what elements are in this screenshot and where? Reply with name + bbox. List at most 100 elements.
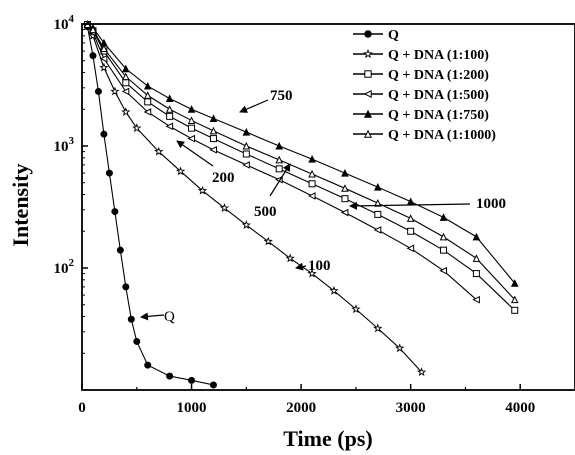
data-point bbox=[144, 361, 152, 369]
plot-frame bbox=[81, 23, 575, 391]
data-point bbox=[111, 208, 119, 216]
data-point bbox=[263, 236, 273, 246]
legend-label: Q + DNA (1:1000) bbox=[388, 128, 496, 143]
data-point bbox=[143, 91, 152, 99]
data-point bbox=[440, 246, 448, 254]
legend-item: Q + DNA (1:200) bbox=[353, 68, 489, 83]
data-point bbox=[373, 199, 382, 207]
data-point bbox=[407, 227, 415, 235]
data-point bbox=[416, 367, 427, 377]
data-point bbox=[406, 244, 415, 253]
legend-item: Q + DNA (1:1000) bbox=[353, 128, 496, 143]
data-point bbox=[122, 79, 130, 87]
data-point bbox=[242, 150, 250, 158]
data-point bbox=[511, 306, 519, 314]
series-4 bbox=[83, 20, 519, 287]
data-point bbox=[165, 122, 174, 131]
legend-label: Q + DNA (1:750) bbox=[388, 108, 489, 123]
annotation-200-label: 200 bbox=[212, 170, 235, 186]
legend-item: Q + DNA (1:100) bbox=[353, 48, 489, 63]
data-point bbox=[165, 105, 174, 113]
annotation-500-label: 500 bbox=[254, 204, 277, 220]
data-point bbox=[242, 127, 251, 136]
data-point bbox=[406, 214, 415, 222]
data-layer bbox=[82, 20, 519, 389]
series-0 bbox=[83, 23, 217, 389]
series-line bbox=[87, 24, 516, 284]
data-point bbox=[472, 295, 480, 304]
data-point bbox=[219, 203, 230, 213]
data-point bbox=[89, 25, 97, 34]
data-point bbox=[329, 285, 339, 295]
legend-marker bbox=[363, 48, 373, 59]
annotation-100-label: 100 bbox=[308, 258, 331, 274]
annotation-q-label: Q bbox=[164, 309, 175, 325]
series-2 bbox=[83, 21, 519, 314]
annotations: 750 200 500 1000 100 Q bbox=[140, 88, 506, 325]
data-point bbox=[341, 195, 349, 203]
data-point bbox=[209, 135, 217, 143]
data-point bbox=[242, 161, 250, 169]
data-point bbox=[127, 315, 135, 323]
data-point bbox=[144, 98, 152, 106]
data-point bbox=[165, 94, 174, 103]
annotation-1000-label: 1000 bbox=[476, 196, 506, 212]
data-point bbox=[187, 134, 196, 143]
legend-item: Q + DNA (1:750) bbox=[353, 108, 489, 123]
x-axis-title: Time (ps) bbox=[283, 426, 372, 451]
data-point bbox=[510, 279, 519, 287]
data-point bbox=[187, 116, 196, 124]
data-point bbox=[275, 165, 283, 173]
data-point bbox=[175, 166, 186, 176]
x-tick-label: 3000 bbox=[396, 400, 426, 416]
data-point bbox=[341, 168, 349, 177]
data-point bbox=[154, 146, 164, 156]
data-point bbox=[105, 169, 113, 177]
data-point bbox=[209, 381, 217, 389]
data-point bbox=[133, 337, 141, 345]
data-point bbox=[110, 86, 120, 96]
data-point bbox=[439, 266, 448, 275]
data-point bbox=[122, 283, 130, 291]
data-point bbox=[373, 323, 383, 333]
data-point bbox=[197, 185, 208, 195]
legend-label: Q bbox=[388, 28, 399, 43]
data-point bbox=[121, 107, 131, 116]
x-axis: 0 1000 2000 3000 4000 bbox=[78, 384, 535, 416]
x-tick-label: 2000 bbox=[286, 400, 316, 416]
data-point bbox=[100, 130, 108, 138]
data-point bbox=[100, 44, 108, 52]
data-point bbox=[472, 232, 481, 241]
data-point bbox=[340, 208, 349, 217]
data-point bbox=[510, 295, 519, 304]
y-tick-label: 102 bbox=[54, 257, 75, 277]
legend-item: Q + DNA (1:500) bbox=[353, 88, 489, 103]
y-tick-label: 103 bbox=[54, 135, 75, 155]
data-point bbox=[374, 210, 382, 218]
data-point bbox=[209, 126, 218, 135]
annotation-q-arrow bbox=[140, 312, 165, 321]
legend-marker bbox=[363, 89, 372, 99]
y-axis: 102 103 104 bbox=[54, 13, 88, 354]
data-point bbox=[122, 64, 130, 73]
data-point bbox=[122, 72, 130, 81]
data-point bbox=[99, 54, 108, 63]
data-point bbox=[439, 232, 448, 241]
legend-marker bbox=[364, 70, 372, 78]
legend-item: Q bbox=[353, 28, 399, 43]
data-point bbox=[308, 180, 316, 188]
legend-label: Q + DNA (1:200) bbox=[388, 68, 489, 83]
annotation-100-arrow bbox=[295, 262, 307, 271]
series-line bbox=[87, 24, 477, 301]
data-point bbox=[341, 184, 349, 192]
data-point bbox=[132, 123, 142, 133]
data-point bbox=[472, 270, 480, 278]
data-point bbox=[242, 141, 251, 150]
legend: Q Q + DNA (1:100) Q + DNA (1:200) Q + DNA (… bbox=[353, 28, 496, 143]
x-tick-label: 1000 bbox=[177, 400, 207, 416]
data-point bbox=[406, 197, 415, 206]
legend-marker bbox=[363, 109, 373, 118]
legend-label: Q + DNA (1:500) bbox=[388, 88, 489, 103]
data-point bbox=[187, 105, 196, 113]
